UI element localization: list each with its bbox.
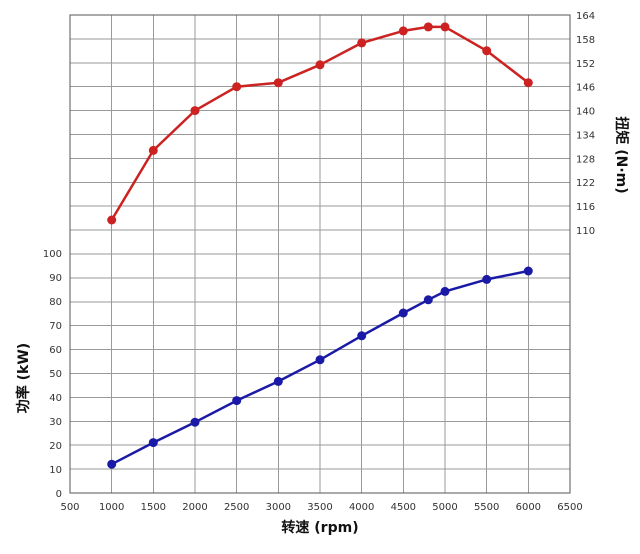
x-tick-label: 1000 [99,502,124,513]
series [107,22,533,469]
axes: 500 1000 1500 2000 2500 3000 3500 4000 4500 5000 5… [43,11,595,513]
x-tick-label: 6500 [557,502,582,513]
x-tick-label: 1500 [141,502,166,513]
power-data-point [148,438,158,448]
left-tick-label: 40 [49,393,62,404]
x-tick-label: 5000 [432,502,457,513]
x-tick-label: 6000 [516,502,541,513]
right-tick-label: 152 [576,59,595,70]
left-axis-title: 功率 (kW) [15,343,32,413]
right-tick-label: 110 [576,226,595,237]
right-tick-label: 128 [576,154,595,165]
torque-data-point [190,106,200,116]
right-tick-label: 158 [576,35,595,46]
torque-data-point [523,78,533,88]
left-tick-label: 90 [49,273,62,284]
torque-data-point [315,60,325,70]
x-tick-label: 2500 [224,502,249,513]
torque-data-point [482,46,492,56]
x-axis-title: 转速 (rpm) [281,519,358,536]
right-tick-label: 140 [576,107,595,118]
power-data-point [482,274,492,284]
torque-data-point [273,78,283,88]
power-data-point [107,459,117,469]
torque-data-point [423,22,433,32]
x-tick-label: 3500 [307,502,332,513]
power-data-point [232,396,242,406]
torque-data-point [107,215,117,225]
left-tick-label: 80 [49,297,62,308]
left-tick-label: 50 [49,369,62,380]
x-tick-label: 5500 [474,502,499,513]
left-tick-label: 20 [49,441,62,452]
power-data-point [273,376,283,386]
power-data-point [357,331,367,341]
left-tick-label: 10 [49,465,62,476]
right-axis-title: 扭矩 (N·m) [613,116,630,193]
x-tick-label: 4500 [391,502,416,513]
power-data-point [315,355,325,365]
plot-frame [69,14,571,494]
left-tick-label: 70 [49,321,62,332]
right-tick-label: 122 [576,178,595,189]
right-tick-label: 164 [576,11,595,22]
right-tick-label: 116 [576,202,595,213]
power-data-point [440,286,450,296]
left-tick-label: 60 [49,345,62,356]
torque-data-point [398,26,408,36]
right-tick-label: 146 [576,83,595,94]
x-tick-label: 500 [60,502,79,513]
power-data-point [523,266,533,276]
power-series-line [111,269,529,466]
torque-series-line [110,25,530,221]
torque-data-point [232,82,242,92]
power-data-point [423,295,433,305]
torque-data-point [440,22,450,32]
left-tick-label: 100 [43,249,62,260]
left-tick-label: 30 [49,417,62,428]
torque-data-point [148,145,158,155]
x-tick-label: 4000 [349,502,374,513]
power-data-point [398,308,408,318]
left-tick-label: 0 [56,489,62,500]
x-tick-label: 2000 [182,502,207,513]
right-tick-label: 134 [576,130,595,141]
power-data-point [190,417,200,427]
grid [69,14,571,494]
torque-data-point [357,38,367,48]
x-tick-label: 3000 [266,502,291,513]
